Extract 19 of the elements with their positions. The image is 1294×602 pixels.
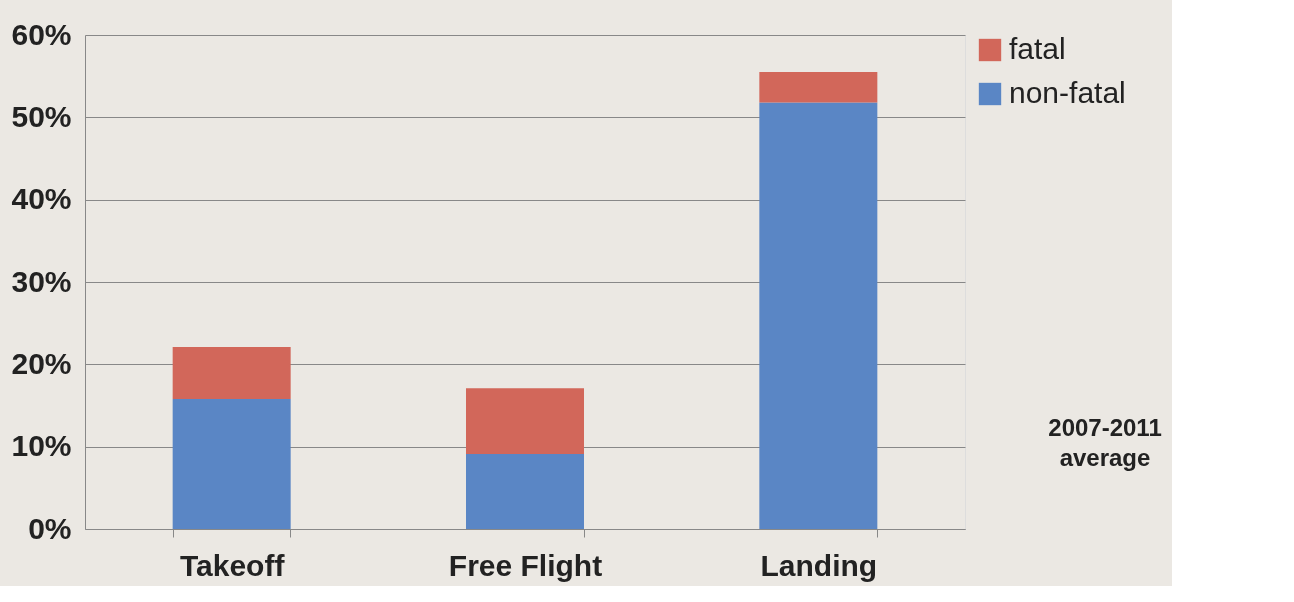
x-tick-label: Takeoff — [179, 548, 286, 582]
x-tick-label: Landing — [760, 548, 878, 582]
y-tick-label: 0% — [28, 511, 72, 545]
bar — [759, 72, 878, 103]
text: 2007-2011 average — [1048, 414, 1162, 471]
bar — [172, 347, 291, 399]
legend-label: non-fatal — [1009, 76, 1126, 109]
y-tick-label: 40% — [11, 182, 72, 216]
bar — [759, 102, 878, 529]
y-tick-label: 50% — [11, 99, 72, 133]
y-tick-label: 20% — [11, 346, 72, 380]
y-tick-label: 30% — [11, 264, 72, 298]
x-tick-label: Free Flight — [448, 548, 603, 582]
y-tick-label: 60% — [11, 17, 72, 51]
bar — [466, 454, 584, 529]
bar — [172, 398, 291, 529]
bar — [466, 388, 584, 455]
y-tick-label: 10% — [11, 429, 72, 463]
legend-label: fatal — [1009, 32, 1066, 65]
